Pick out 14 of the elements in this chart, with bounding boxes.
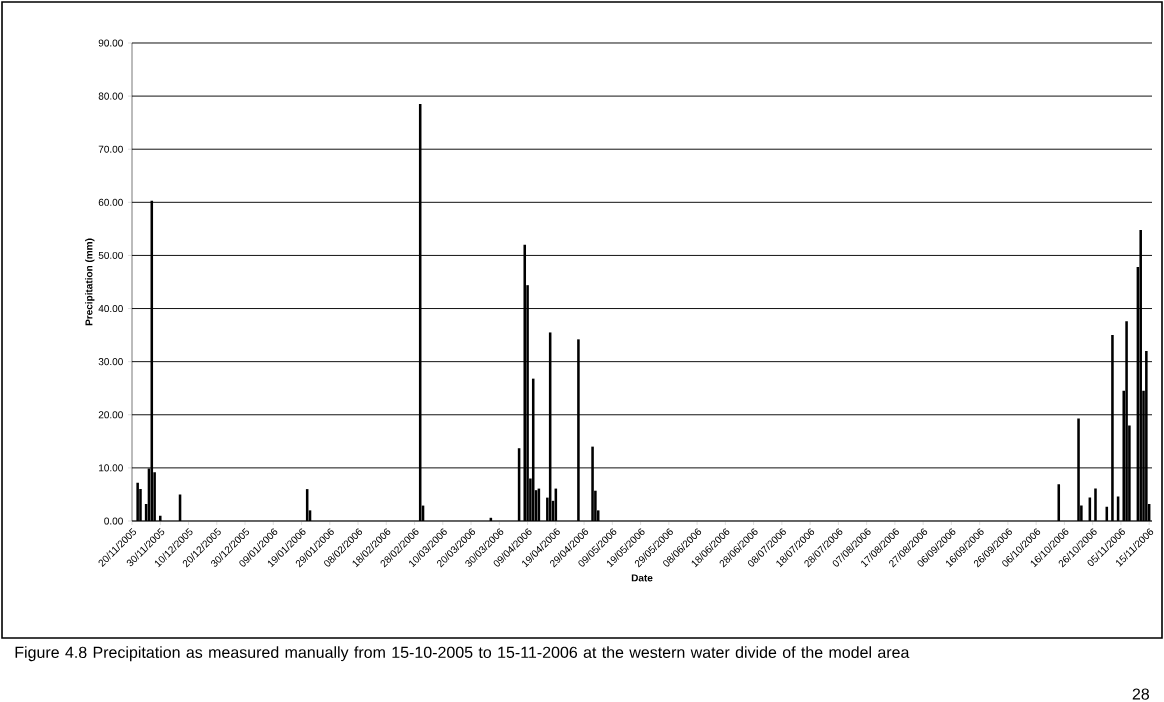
y-tick-label: 60.00 bbox=[98, 198, 123, 206]
y-tick-label: 70.00 bbox=[98, 145, 123, 153]
x-axis-title: Date bbox=[631, 574, 653, 582]
y-tick-label: 20.00 bbox=[98, 411, 123, 419]
y-tick-label: 50.00 bbox=[98, 251, 123, 259]
y-tick-label: 10.00 bbox=[99, 464, 123, 472]
y-tick-label: 90.00 bbox=[98, 39, 123, 47]
y-tick-label: 30.00 bbox=[98, 358, 123, 366]
caption: Figure 4.8 Precipitation as measured manually from 15-10-2005 to 15-11-2006 at the western water divide of the model area bbox=[15, 646, 910, 662]
y-tick-label: 80.00 bbox=[98, 92, 123, 100]
y-tick-label: 0.00 bbox=[104, 517, 123, 525]
y-axis-title: Precipitation (mm) bbox=[85, 238, 95, 326]
text: 28 bbox=[1132, 688, 1150, 700]
y-tick-label: 40.00 bbox=[98, 305, 123, 313]
